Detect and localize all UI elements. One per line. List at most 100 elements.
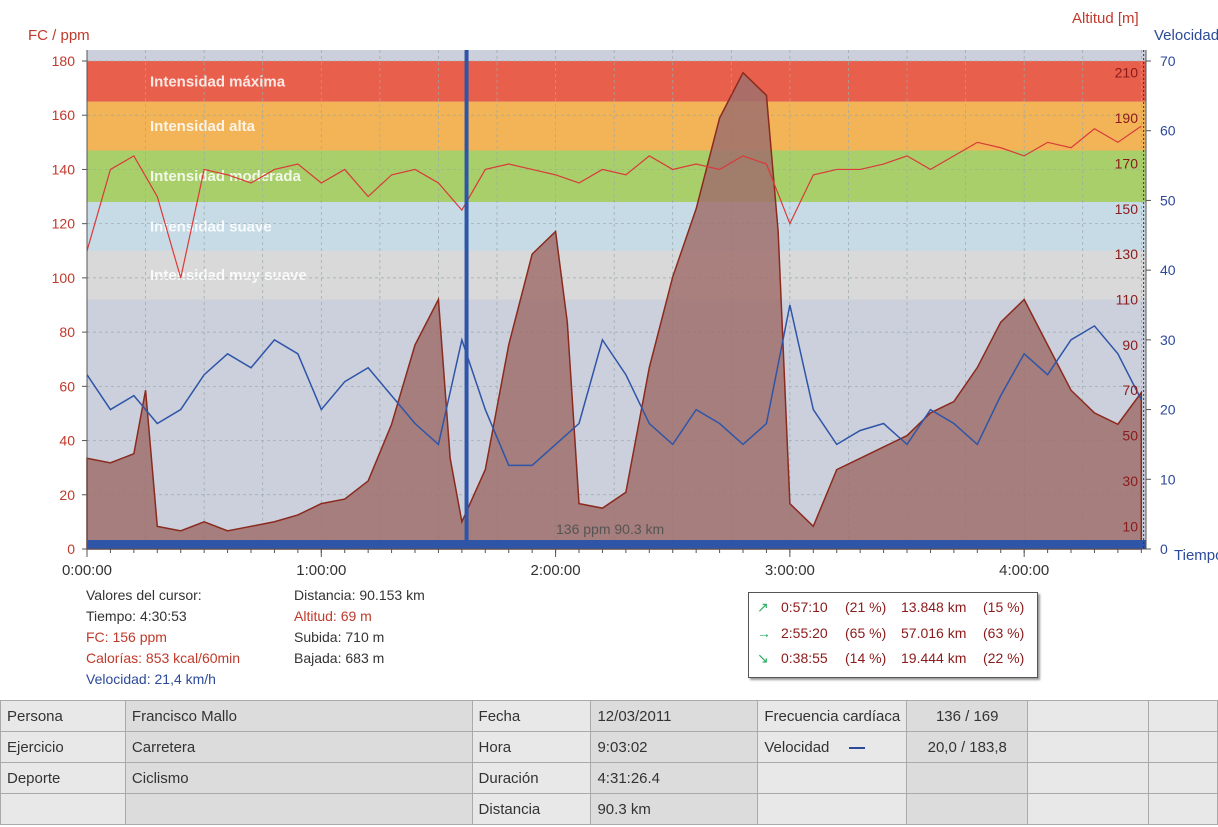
empty-cell <box>1148 731 1218 763</box>
hr-tick-label: 20 <box>59 487 75 503</box>
zone-band <box>87 250 1146 300</box>
zone-band <box>87 101 1146 151</box>
cursor-bajada: Bajada: 683 m <box>294 650 385 666</box>
velocidad-label-cell: Velocidad <box>757 731 908 763</box>
hr-line <box>86 125 1142 279</box>
slope-stats-box: ↗ 0:57:10 (21 %) 13.848 km (15 %) → 2:55… <box>748 592 1038 678</box>
zone-label: Intensidad moderada <box>150 168 302 185</box>
speed-legend-line-icon <box>849 746 866 749</box>
hr-tick-label: 80 <box>59 324 75 340</box>
time-tick-label: 3:00:00 <box>765 562 815 579</box>
stats-pct: (65 %) <box>845 625 887 641</box>
hr-tick-label: 120 <box>52 216 76 232</box>
empty-cell <box>757 762 908 794</box>
intensity-zones: Intensidad máxima Intensidad alta Intensid… <box>87 50 1146 549</box>
empty-cell <box>906 762 1029 794</box>
downhill-arrow-icon: ↘ <box>757 650 769 666</box>
cursor-calorias: Calorías: 853 kcal/60min <box>86 650 241 666</box>
stats-kmpct: (63 %) <box>983 625 1025 641</box>
hr-axis-label: FC / ppm <box>28 27 90 44</box>
speed-tick-label: 50 <box>1160 192 1176 208</box>
time-tick-label: 0:00:00 <box>62 562 112 579</box>
hr-tick-label: 60 <box>59 378 75 394</box>
stats-time: 0:57:10 <box>781 599 828 615</box>
hora-label: Hora <box>471 731 592 763</box>
uphill-arrow-icon: ↗ <box>757 599 769 615</box>
fecha-value: 12/03/2011 <box>590 700 759 732</box>
deporte-label: Deporte <box>0 762 126 794</box>
altitude-tick-label: 190 <box>1115 110 1139 126</box>
cursor-distancia: Distancia: 90.153 km <box>294 587 425 603</box>
stats-kmpct: (15 %) <box>983 599 1025 615</box>
table-row: Ejercicio Carretera Hora 9:03:02 Velocid… <box>0 731 1218 763</box>
speed-tick-label: 20 <box>1160 402 1176 418</box>
altitude-tick-label: 170 <box>1115 155 1139 171</box>
table-row: Distancia 90.3 km <box>0 793 1218 825</box>
fc-label: Frecuencia cardíaca <box>757 700 908 732</box>
empty-cell <box>757 793 908 825</box>
zone-label: Intensidad máxima <box>150 73 286 90</box>
chart: Intensidad máxima Intensidad alta Intensid… <box>28 10 1218 579</box>
persona-label: Persona <box>0 700 126 732</box>
altitude-area <box>86 71 1143 550</box>
speed-tick-label: 30 <box>1160 332 1176 348</box>
cursor-velocidad: Velocidad: 21,4 km/h <box>86 671 216 687</box>
empty-cell <box>1027 793 1150 825</box>
cursor-subida: Subida: 710 m <box>294 629 385 645</box>
zone-band <box>87 61 1146 102</box>
cursor-header: Valores del cursor: <box>86 587 202 603</box>
empty-cell <box>0 793 126 825</box>
hora-value: 9:03:02 <box>590 731 759 763</box>
altitude-tick-label: 30 <box>1122 473 1138 489</box>
altitude-tick-label: 110 <box>1116 292 1139 308</box>
altitude-axis-label: Altitud [m] <box>1072 10 1139 27</box>
deporte-value: Ciclismo <box>124 762 473 794</box>
velocidad-value: 20,0 / 183,8 <box>906 731 1029 763</box>
stats-row-flat: → 2:55:20 (65 %) 57.016 km (63 %) <box>749 623 1037 645</box>
cursor-altitud: Altitud: 69 m <box>294 608 372 624</box>
speed-tick-label: 70 <box>1160 53 1176 69</box>
persona-value: Francisco Mallo <box>124 700 473 732</box>
empty-cell <box>1148 793 1218 825</box>
table-row: Deporte Ciclismo Duración 4:31:26.4 <box>0 762 1218 794</box>
distancia-value: 90.3 km <box>590 793 759 825</box>
hr-tick-label: 140 <box>52 161 76 177</box>
stats-km: 13.848 km <box>901 599 967 615</box>
empty-cell <box>1148 700 1218 732</box>
stats-row-uphill: ↗ 0:57:10 (21 %) 13.848 km (15 %) <box>749 597 1037 619</box>
zone-label: Intensidad suave <box>150 218 272 235</box>
time-tick-label: 1:00:00 <box>296 562 346 579</box>
ejercicio-label: Ejercicio <box>0 731 126 763</box>
speed-tick-label: 0 <box>1160 541 1168 557</box>
axes: 0204060801001201401601801030507090110130… <box>52 50 1176 579</box>
stats-time: 0:38:55 <box>781 650 828 666</box>
cursor-values-left: Valores del cursor: Tiempo: 4:30:53 FC: … <box>86 585 240 690</box>
empty-cell <box>906 793 1029 825</box>
hr-tick-label: 160 <box>52 107 76 123</box>
time-tick-label: 4:00:00 <box>999 562 1049 579</box>
altitude-tick-label: 50 <box>1122 428 1138 444</box>
altitude-tick-label: 130 <box>1115 246 1139 262</box>
speed-axis-label: Velocidad <box>1154 27 1218 44</box>
altitude-tick-label: 90 <box>1122 337 1138 353</box>
altitude-tick-label: 150 <box>1115 201 1139 217</box>
fc-value: 136 / 169 <box>906 700 1029 732</box>
duracion-label: Duración <box>471 762 592 794</box>
zone-label: Intensidad alta <box>150 118 256 135</box>
stats-pct: (21 %) <box>845 599 887 615</box>
stats-kmpct: (22 %) <box>983 650 1025 666</box>
stats-km: 19.444 km <box>901 650 967 666</box>
empty-cell <box>1027 762 1150 794</box>
distance-bar <box>87 540 1146 549</box>
cursor-tiempo: Tiempo: 4:30:53 <box>86 608 187 624</box>
speed-tick-label: 10 <box>1160 471 1176 487</box>
stats-row-downhill: ↘ 0:38:55 (14 %) 19.444 km (22 %) <box>749 648 1037 670</box>
cursor-values-right: Distancia: 90.153 km Altitud: 69 m Subid… <box>294 585 425 669</box>
hr-tick-label: 100 <box>52 270 76 286</box>
zone-label: Intensidad muy suave <box>150 267 307 284</box>
ejercicio-value: Carretera <box>124 731 473 763</box>
stats-time: 2:55:20 <box>781 625 828 641</box>
info-table: Persona Francisco Mallo Fecha 12/03/2011… <box>0 700 1218 825</box>
distancia-label: Distancia <box>471 793 592 825</box>
empty-cell <box>124 793 473 825</box>
